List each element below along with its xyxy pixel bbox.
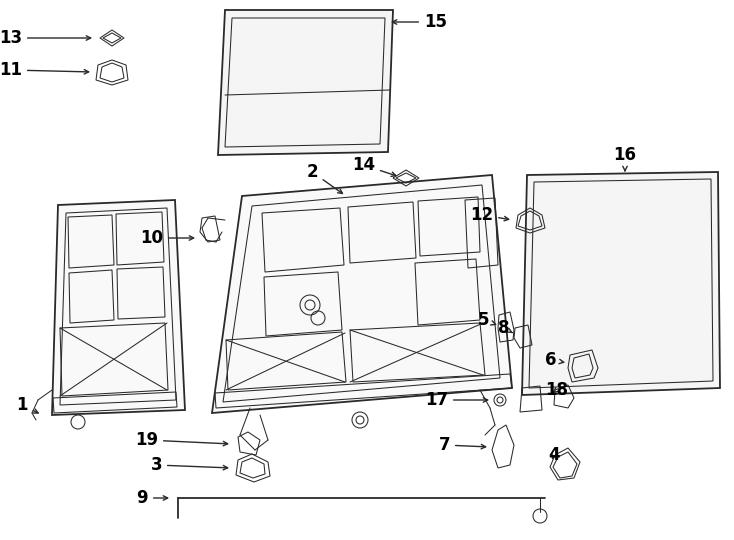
Polygon shape <box>212 175 512 413</box>
Text: 8: 8 <box>498 319 512 337</box>
Text: 9: 9 <box>137 489 167 507</box>
Text: 1: 1 <box>16 396 38 414</box>
Text: 15: 15 <box>393 13 447 31</box>
Text: 6: 6 <box>545 351 564 369</box>
Text: 19: 19 <box>135 431 228 449</box>
Polygon shape <box>52 200 185 415</box>
Text: 14: 14 <box>352 156 396 177</box>
Text: 13: 13 <box>0 29 91 47</box>
Polygon shape <box>218 10 393 155</box>
Text: 5: 5 <box>478 311 495 329</box>
Text: 18: 18 <box>545 381 568 399</box>
Text: 11: 11 <box>0 61 89 79</box>
Text: 4: 4 <box>548 446 559 464</box>
Polygon shape <box>522 172 720 395</box>
Text: 16: 16 <box>614 146 636 171</box>
Text: 7: 7 <box>438 436 486 454</box>
Text: 12: 12 <box>470 206 509 224</box>
Text: 3: 3 <box>150 456 228 474</box>
Text: 10: 10 <box>140 229 194 247</box>
Text: 2: 2 <box>306 163 343 193</box>
Text: 17: 17 <box>425 391 487 409</box>
